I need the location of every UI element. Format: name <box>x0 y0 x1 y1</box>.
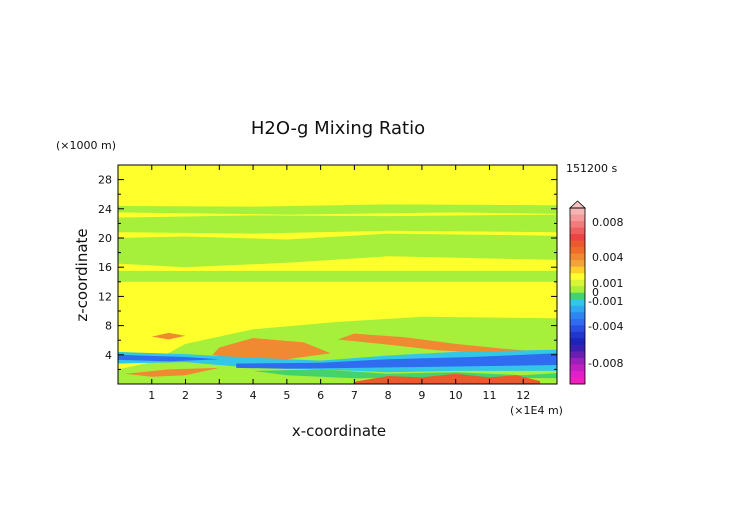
contour-region-cyan <box>118 349 557 373</box>
x-axis-unit: (×1E4 m) <box>510 404 563 417</box>
colorbar-band <box>570 377 585 385</box>
y-tick-label: 16 <box>98 261 112 274</box>
y-axis: 4 8 12 16 20 24 28 <box>98 174 557 370</box>
colorbar-label: -0.008 <box>588 357 623 370</box>
colorbar-band <box>570 260 585 268</box>
x-tick-label: 5 <box>283 389 290 402</box>
colorbar-band <box>570 318 585 326</box>
colorbar-band <box>570 364 585 372</box>
contour-region-blue <box>236 353 557 369</box>
colorbar-band <box>570 312 585 320</box>
contour-region-light_green <box>118 204 557 215</box>
colorbar-label: -0.001 <box>588 295 623 308</box>
y-axis-label: z-coordinate <box>73 228 91 321</box>
contour-region-light_green <box>118 270 557 282</box>
x-tick-label: 11 <box>482 389 496 402</box>
time-label: 151200 s <box>566 162 617 175</box>
contour-region-red_orange <box>354 373 541 384</box>
contour-region-orange <box>212 338 331 360</box>
colorbar-label: 0.001 <box>592 277 624 290</box>
contour-region-light_green <box>118 214 557 234</box>
x-tick-label: 6 <box>317 389 324 402</box>
colorbar-band <box>570 370 585 378</box>
colorbar-band <box>570 214 585 222</box>
contour-region-orange <box>337 333 534 354</box>
y-tick-label: 24 <box>98 203 112 216</box>
colorbar-band <box>570 279 585 287</box>
colorbar-band <box>570 253 585 261</box>
x-tick-label: 8 <box>385 389 392 402</box>
x-tick-label: 10 <box>449 389 463 402</box>
contour-region-green <box>253 369 557 379</box>
x-tick-label: 4 <box>250 389 257 402</box>
x-tick-label: 1 <box>148 389 155 402</box>
x-axis: 1 2 3 4 5 6 7 8 9 10 11 12 <box>148 165 530 402</box>
y-tick-label: 4 <box>105 349 112 362</box>
y-tick-label: 8 <box>105 320 112 333</box>
colorbar-label: -0.004 <box>588 320 623 333</box>
colorbar-label: 0 <box>592 286 599 299</box>
contour-region-orange <box>151 332 186 340</box>
colorbar-label: 0.008 <box>592 216 624 229</box>
contour-regions <box>118 204 557 384</box>
colorbar-band <box>570 338 585 346</box>
plot-frame <box>117 164 558 385</box>
colorbar-band <box>570 344 585 352</box>
x-axis-label: x-coordinate <box>292 422 386 440</box>
x-tick-label: 9 <box>418 389 425 402</box>
colorbar-band <box>570 357 585 365</box>
y-tick-label: 12 <box>98 290 112 303</box>
colorbar-band <box>570 266 585 274</box>
colorbar-band <box>570 299 585 307</box>
x-tick-label: 2 <box>182 389 189 402</box>
colorbar-band <box>570 208 585 216</box>
x-tick-label: 3 <box>216 389 223 402</box>
colorbar-band <box>570 240 585 248</box>
contour-region-orange <box>124 367 220 377</box>
colorbar-band <box>570 325 585 333</box>
x-tick-label: 12 <box>516 389 530 402</box>
y-tick-label: 20 <box>98 232 112 245</box>
colorbar-band <box>570 351 585 359</box>
colorbar-band <box>570 247 585 255</box>
colorbar-band <box>570 331 585 339</box>
colorbar-band <box>570 292 585 300</box>
x-tick-label: 7 <box>351 389 358 402</box>
chart-title: H2O-g Mixing Ratio <box>251 118 425 139</box>
colorbar-band <box>570 227 585 235</box>
colorbar-band <box>570 221 585 229</box>
colorbar-band <box>570 234 585 242</box>
contour-region-light_green <box>118 233 557 268</box>
colorbar-band <box>570 305 585 313</box>
colorbar-band <box>570 286 585 294</box>
colorbar-band <box>570 273 585 281</box>
y-axis-unit: (×1000 m) <box>56 139 116 152</box>
colorbar-frame <box>569 207 586 385</box>
contour-region-blue <box>118 354 220 362</box>
y-tick-label: 28 <box>98 174 112 187</box>
colorbar-label: 0.004 <box>592 251 624 264</box>
colorbar-extend-arrow <box>568 200 587 209</box>
